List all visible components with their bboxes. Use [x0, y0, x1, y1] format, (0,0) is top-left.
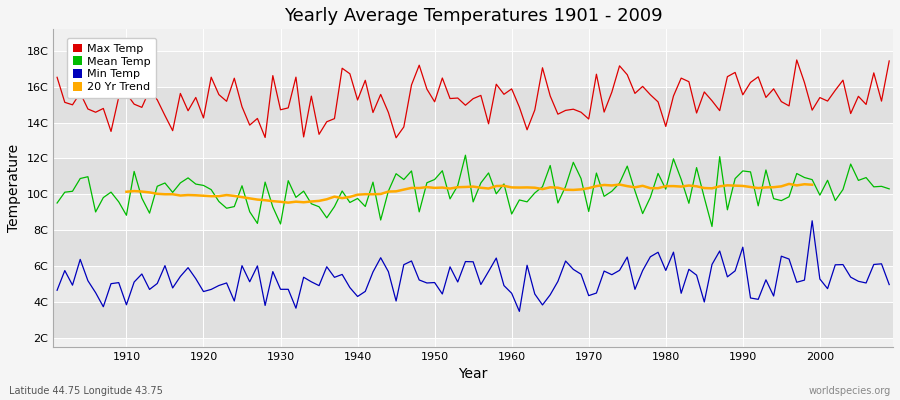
Bar [53, 122, 893, 158]
Legend: Max Temp, Mean Temp, Min Temp, 20 Yr Trend: Max Temp, Mean Temp, Min Temp, 20 Yr Tre… [68, 38, 157, 98]
Bar [53, 302, 893, 338]
Bar [53, 51, 893, 87]
X-axis label: Year: Year [458, 367, 488, 381]
Text: worldspecies.org: worldspecies.org [809, 386, 891, 396]
Text: Latitude 44.75 Longitude 43.75: Latitude 44.75 Longitude 43.75 [9, 386, 163, 396]
Y-axis label: Temperature: Temperature [7, 144, 21, 232]
Bar [53, 87, 893, 122]
Title: Yearly Average Temperatures 1901 - 2009: Yearly Average Temperatures 1901 - 2009 [284, 7, 662, 25]
Bar [53, 230, 893, 266]
Bar [53, 266, 893, 302]
Bar [53, 158, 893, 194]
Bar [53, 194, 893, 230]
